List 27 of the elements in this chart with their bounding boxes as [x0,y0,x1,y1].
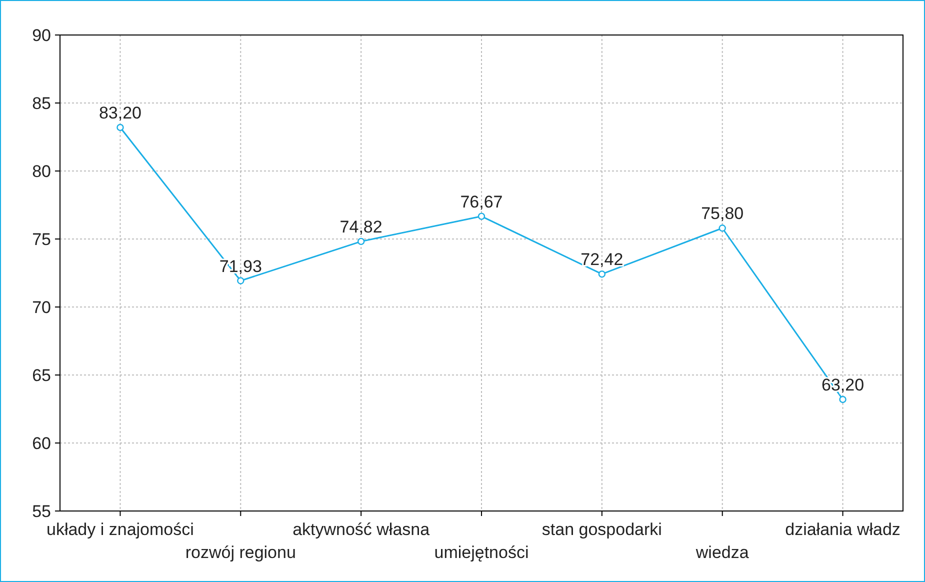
y-tick-label: 70 [32,298,51,317]
y-tick-label: 90 [32,26,51,45]
data-label: 72,42 [580,250,624,270]
point [598,270,606,278]
y-tick-label: 55 [32,502,51,521]
y-tick-label: 65 [32,366,51,385]
x-tick-label: rozwój regionu [185,543,296,562]
point [839,396,846,404]
point [718,224,726,232]
point [357,238,365,246]
point [478,212,486,220]
y-tick-label: 85 [32,94,51,113]
y-tick-label: 75 [32,230,51,249]
point [116,124,124,132]
data-label: 83,20 [98,103,142,122]
x-tick-label: aktywność własna [292,520,430,539]
x-tick-label: działania władz [785,520,900,539]
point [237,277,244,284]
y-tick-label: 60 [32,434,51,453]
x-tick-label: wiedza [694,543,750,562]
y-tick-label: 80 [32,162,51,181]
x-tick-label: umiejętności [434,543,529,562]
data-label: 74,82 [340,217,382,236]
x-tick-label: stan gospodarki [542,520,662,539]
data-label: 75,80 [701,204,744,224]
x-tick-label: układy i znajomości [46,520,194,539]
data-label: 76,67 [460,192,503,212]
